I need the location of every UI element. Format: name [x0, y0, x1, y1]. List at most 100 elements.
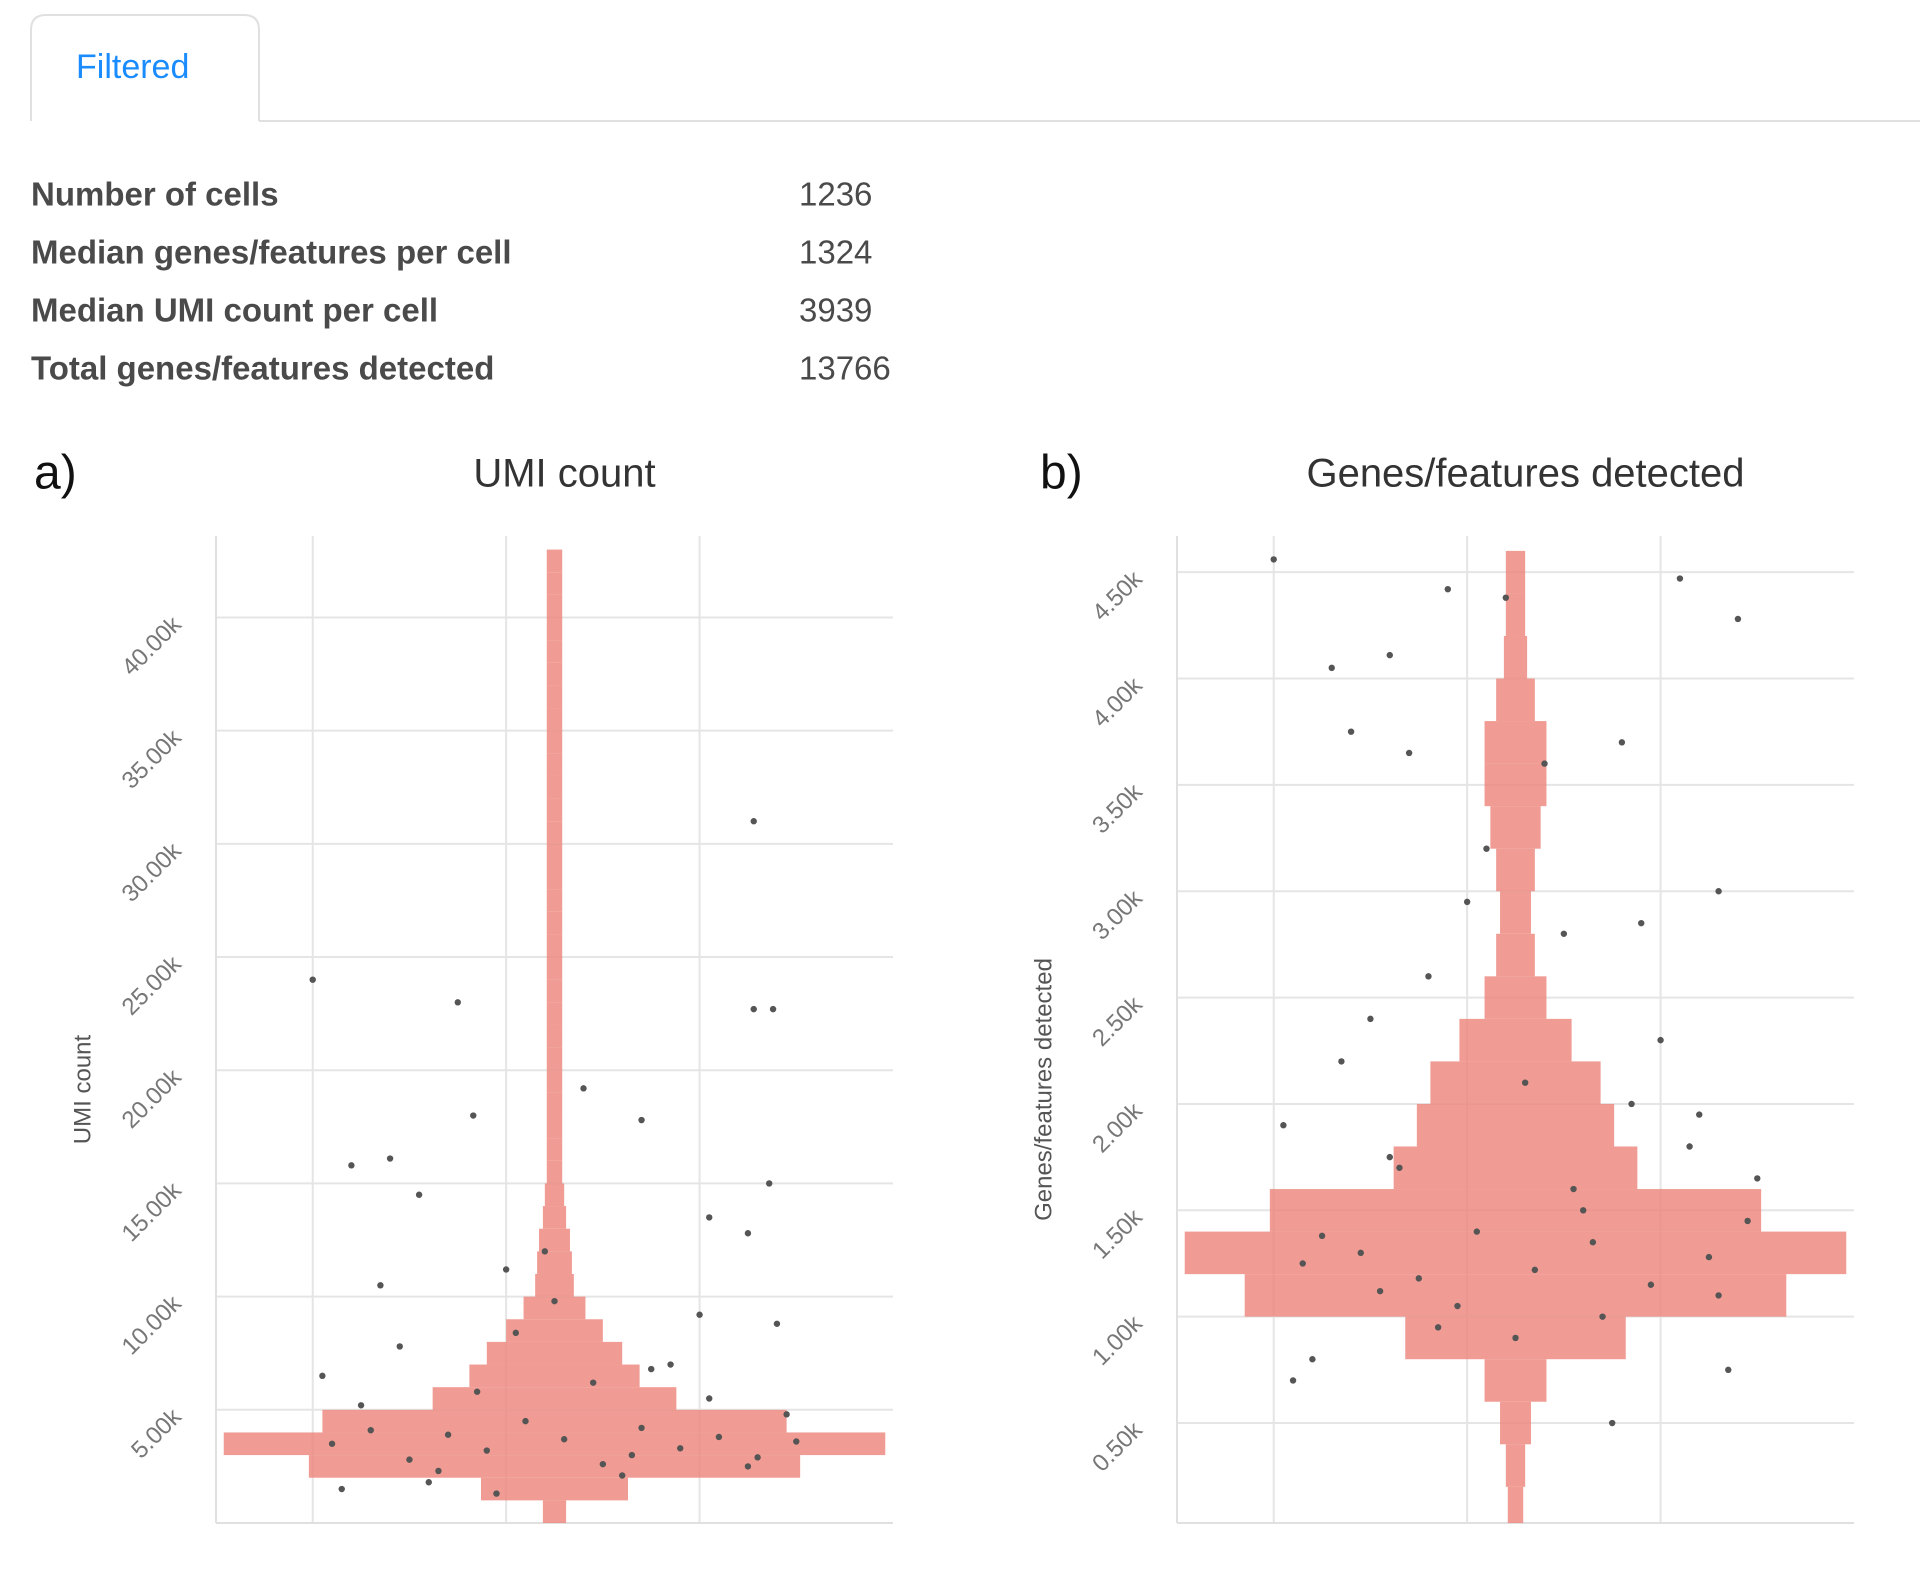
- cell-point: [1318, 1232, 1326, 1240]
- summary-value: 1236: [799, 176, 872, 213]
- violin-bin: [1505, 593, 1526, 636]
- cell-point: [1386, 651, 1393, 659]
- y-tick-label: 2.50k: [1087, 991, 1148, 1052]
- y-tick-label: 10.00k: [117, 1290, 188, 1361]
- violin: [223, 549, 886, 1523]
- violin-bin: [537, 1251, 572, 1274]
- violin-bin: [1484, 721, 1547, 764]
- violin: [1184, 550, 1847, 1523]
- cell-point: [667, 1361, 674, 1368]
- cell-point: [454, 999, 461, 1006]
- cell-point: [1628, 1100, 1635, 1108]
- cell-point: [1338, 1058, 1345, 1065]
- cell-point: [783, 1411, 790, 1418]
- cell-point: [754, 1454, 761, 1461]
- cell-point: [628, 1451, 636, 1459]
- cell-point: [1299, 1260, 1306, 1267]
- cell-point: [1638, 919, 1645, 927]
- violin-bin: [1496, 933, 1535, 977]
- y-tick-label: 4.50k: [1087, 565, 1148, 626]
- cell-point: [1715, 888, 1722, 895]
- cell-point: [1328, 664, 1335, 672]
- y-axis-title: UMI count: [69, 1034, 96, 1144]
- cell-point: [1580, 1207, 1587, 1214]
- chart-title: Genes/features detected: [1306, 452, 1744, 496]
- violin-bin: [1496, 848, 1535, 892]
- cell-point: [1609, 1419, 1616, 1427]
- violin-bin: [546, 594, 563, 618]
- y-tick-label: 20.00k: [117, 1063, 188, 1134]
- cell-point: [1434, 1324, 1442, 1331]
- violin-bin: [506, 1319, 603, 1342]
- cell-point: [715, 1433, 723, 1441]
- cell-point: [502, 1266, 510, 1273]
- violin-bin: [1184, 1231, 1847, 1275]
- cell-point: [1725, 1366, 1732, 1374]
- violin-bin: [1484, 1359, 1547, 1402]
- cell-point: [766, 1180, 773, 1187]
- tab-frame: [30, 14, 260, 121]
- cell-point: [1754, 1175, 1761, 1182]
- violin-bin: [546, 1115, 563, 1139]
- cell-point: [357, 1402, 365, 1409]
- violin-bin: [546, 662, 563, 686]
- cell-point: [1444, 585, 1452, 593]
- violin-bin: [1505, 1444, 1526, 1487]
- cell-point: [744, 1463, 752, 1470]
- violin-bin: [546, 1070, 563, 1093]
- cell-point: [415, 1191, 423, 1198]
- cell-point: [348, 1162, 355, 1169]
- violin-bin: [546, 843, 563, 867]
- cell-point: [638, 1424, 645, 1432]
- violin-bin: [535, 1273, 574, 1297]
- violin-bin: [546, 889, 563, 912]
- y-tick-label: 5.00k: [126, 1403, 187, 1464]
- violin-bin: [223, 1432, 886, 1456]
- cell-point: [1280, 1122, 1287, 1129]
- tab-label[interactable]: Filtered: [76, 48, 189, 86]
- cell-point: [599, 1460, 607, 1468]
- violin-bin: [1484, 763, 1547, 807]
- cell-point: [677, 1445, 684, 1452]
- cell-point: [1289, 1377, 1297, 1384]
- violin-bin: [546, 708, 563, 731]
- violin-bin: [1484, 976, 1547, 1019]
- cell-point: [619, 1472, 626, 1479]
- chart-title: UMI count: [473, 452, 655, 496]
- cell-point: [470, 1112, 477, 1119]
- cell-point: [1405, 749, 1413, 757]
- summary-label: Median UMI count per cell: [31, 292, 438, 329]
- summary-value: 13766: [799, 350, 891, 387]
- cell-point: [793, 1438, 800, 1445]
- cell-point: [309, 976, 316, 983]
- cell-point: [1541, 760, 1548, 767]
- cell-point: [1734, 615, 1742, 623]
- violin-bin: [1459, 1018, 1572, 1062]
- cell-point: [1676, 575, 1684, 582]
- cell-point: [773, 1320, 781, 1327]
- cell-point: [473, 1388, 481, 1395]
- y-tick-label: 3.50k: [1087, 778, 1148, 839]
- y-tick-label: 15.00k: [117, 1176, 188, 1247]
- violin-bin: [546, 821, 563, 844]
- cell-point: [1347, 728, 1355, 735]
- cell-point: [1647, 1281, 1655, 1288]
- cell-point: [1357, 1249, 1364, 1257]
- cell-point: [551, 1297, 558, 1305]
- cell-point: [377, 1282, 384, 1289]
- cell-point: [435, 1467, 442, 1475]
- cell-point: [1367, 1015, 1374, 1023]
- cell-point: [1386, 1153, 1393, 1161]
- violin-bin: [469, 1364, 640, 1388]
- y-tick-label: 30.00k: [117, 837, 188, 908]
- violin-bin: [1490, 806, 1541, 849]
- violin-bin: [1507, 1486, 1524, 1523]
- violin-bin: [523, 1296, 586, 1320]
- y-tick-label: 3.00k: [1087, 884, 1148, 945]
- violin-bin: [546, 911, 563, 935]
- cell-point: [1270, 556, 1277, 563]
- cell-point: [483, 1447, 490, 1454]
- violin-bin: [480, 1477, 629, 1501]
- cell-point: [769, 1005, 777, 1013]
